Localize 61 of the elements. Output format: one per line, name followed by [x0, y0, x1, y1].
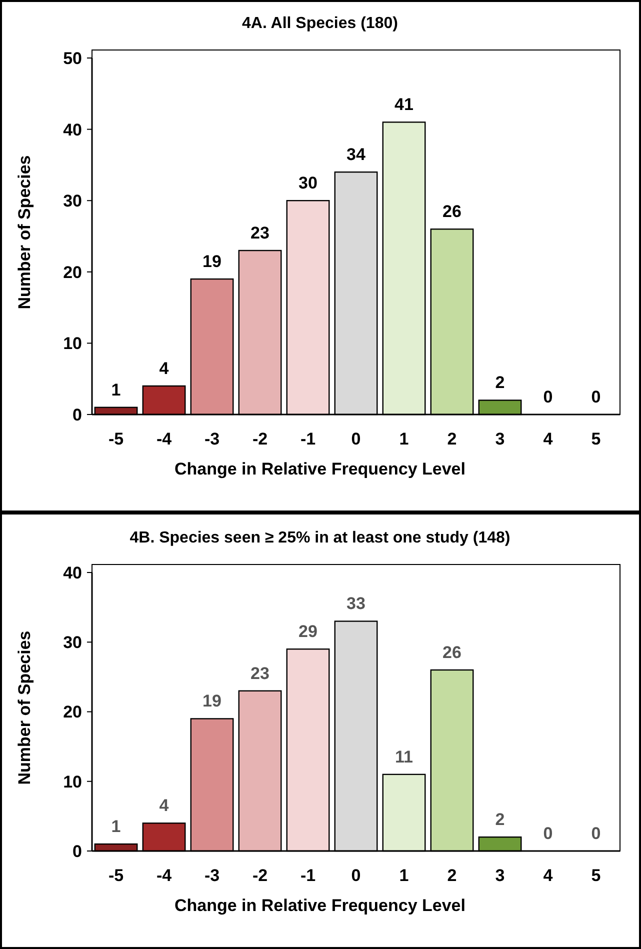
y-tick-label: 10	[63, 334, 82, 354]
x-tick-label: -1	[300, 866, 316, 885]
y-tick-label: 40	[63, 563, 82, 582]
data-label: 1	[111, 380, 121, 400]
data-label: 19	[202, 252, 222, 272]
x-tick-label: 4	[543, 430, 554, 448]
x-axis-title: Change in Relative Frequency Level	[174, 460, 466, 478]
chart-title: 4B. Species seen ≥ 25% in at least one study (148)	[130, 530, 510, 546]
data-label: 0	[543, 824, 553, 843]
data-label: 2	[495, 810, 505, 830]
y-tick-label: 0	[72, 842, 82, 861]
x-tick-label: 5	[591, 430, 601, 448]
x-tick-label: 0	[351, 866, 361, 885]
data-label: 4	[159, 796, 170, 816]
x-tick-label: -2	[252, 866, 268, 885]
x-tick-label: 3	[495, 866, 505, 885]
data-label: 19	[202, 692, 222, 711]
y-tick-label: 10	[63, 772, 82, 792]
data-label: 0	[591, 824, 601, 843]
data-label: 33	[346, 594, 366, 614]
x-tick-label: 3	[495, 430, 505, 448]
x-tick-label: -4	[156, 430, 172, 448]
data-label: 4	[159, 358, 170, 378]
data-label: 29	[298, 622, 318, 642]
data-label: 41	[394, 95, 414, 114]
x-tick-label: 5	[591, 866, 601, 885]
data-label: 26	[442, 642, 462, 662]
data-label: 0	[543, 388, 553, 406]
y-tick-label: 50	[63, 48, 82, 68]
data-label: 23	[250, 664, 270, 683]
x-tick-label: 0	[351, 430, 361, 448]
x-tick-label: -3	[204, 430, 220, 448]
y-tick-label: 20	[63, 702, 82, 722]
x-tick-label: -1	[300, 430, 316, 448]
y-tick-label: 30	[63, 192, 82, 211]
x-tick-label: 2	[447, 430, 457, 448]
x-tick-label: 1	[399, 866, 409, 885]
x-tick-label: -4	[156, 866, 172, 885]
chart-title: 4A. All Species (180)	[242, 15, 398, 32]
y-axis-title: Number of Species	[15, 155, 34, 310]
data-label: 2	[495, 373, 505, 392]
x-tick-label: 2	[447, 866, 457, 885]
x-tick-label: 4	[543, 866, 554, 885]
data-label: 23	[250, 224, 270, 243]
y-tick-label: 0	[72, 405, 82, 424]
y-axis-title: Number of Species	[15, 630, 34, 785]
data-label: 30	[298, 174, 318, 193]
x-tick-label: -5	[108, 430, 124, 448]
x-tick-label: 1	[399, 430, 409, 448]
data-label: 26	[442, 202, 462, 222]
data-label: 34	[346, 145, 366, 164]
data-label: 1	[111, 817, 121, 836]
data-label: 11	[395, 747, 413, 766]
y-tick-label: 20	[63, 262, 82, 282]
x-axis-title: Change in Relative Frequency Level	[174, 896, 466, 915]
y-tick-label: 40	[63, 120, 82, 140]
y-tick-label: 30	[63, 633, 82, 652]
x-tick-label: -5	[108, 866, 124, 885]
x-tick-label: -2	[252, 430, 268, 448]
data-label: 0	[591, 388, 601, 406]
x-tick-label: -3	[204, 866, 220, 885]
